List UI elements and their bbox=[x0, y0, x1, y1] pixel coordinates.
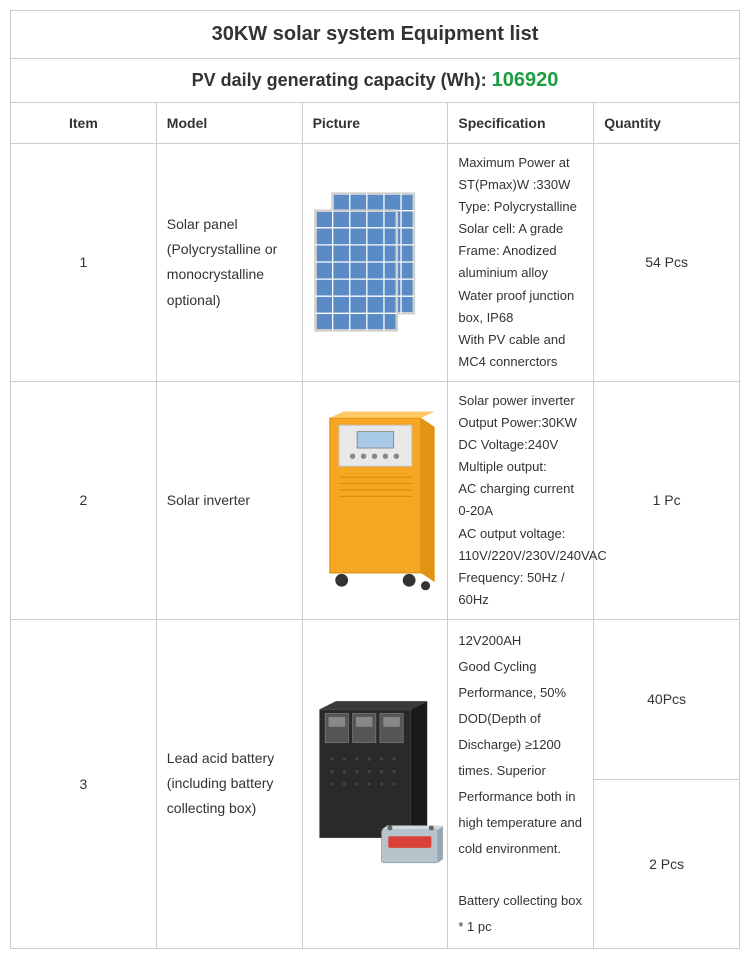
table-row: 2 Solar inverter bbox=[11, 381, 740, 619]
item-num: 3 bbox=[11, 619, 157, 948]
picture-cell bbox=[302, 381, 448, 619]
qty-text: 1 Pc bbox=[594, 381, 740, 619]
col-spec: Specification bbox=[448, 103, 594, 144]
inverter-icon bbox=[307, 400, 444, 600]
title-row: 30KW solar system Equipment list bbox=[11, 11, 740, 59]
model-text: Lead acid battery (including battery col… bbox=[156, 619, 302, 948]
capacity-label: PV daily generating capacity (Wh): bbox=[192, 70, 492, 90]
picture-cell bbox=[302, 619, 448, 948]
col-model: Model bbox=[156, 103, 302, 144]
qty-text: 54 Pcs bbox=[594, 144, 740, 382]
spec-text: 12V200AH Good Cycling Performance, 50% D… bbox=[448, 619, 594, 948]
capacity-value: 106920 bbox=[492, 69, 559, 91]
solar-panel-icon bbox=[307, 177, 444, 347]
model-text: Solar inverter bbox=[156, 381, 302, 619]
item-num: 2 bbox=[11, 381, 157, 619]
qty-text: 40Pcs bbox=[594, 619, 740, 779]
col-picture: Picture bbox=[302, 103, 448, 144]
model-text: Solar panel (Polycrystalline or monocrys… bbox=[156, 144, 302, 382]
spec-text: Solar power inverter Output Power:30KW D… bbox=[448, 381, 594, 619]
spec-text: Maximum Power at ST(Pmax)W :330W Type: P… bbox=[448, 144, 594, 382]
title-cell: 30KW solar system Equipment list bbox=[11, 11, 740, 59]
table-row: 3 Lead acid battery (including battery c… bbox=[11, 619, 740, 779]
table-row: 1 Solar panel (Polycrystalline or monocr… bbox=[11, 144, 740, 382]
capacity-row: PV daily generating capacity (Wh): 10692… bbox=[11, 59, 740, 103]
col-qty: Quantity bbox=[594, 103, 740, 144]
equipment-table: 30KW solar system Equipment list PV dail… bbox=[10, 10, 740, 949]
qty-text-2: 2 Pcs bbox=[594, 779, 740, 948]
header-row: Item Model Picture Specification Quantit… bbox=[11, 103, 740, 144]
picture-cell bbox=[302, 144, 448, 382]
capacity-cell: PV daily generating capacity (Wh): 10692… bbox=[11, 59, 740, 103]
item-num: 1 bbox=[11, 144, 157, 382]
battery-cabinet-icon bbox=[307, 679, 444, 889]
col-item: Item bbox=[11, 103, 157, 144]
